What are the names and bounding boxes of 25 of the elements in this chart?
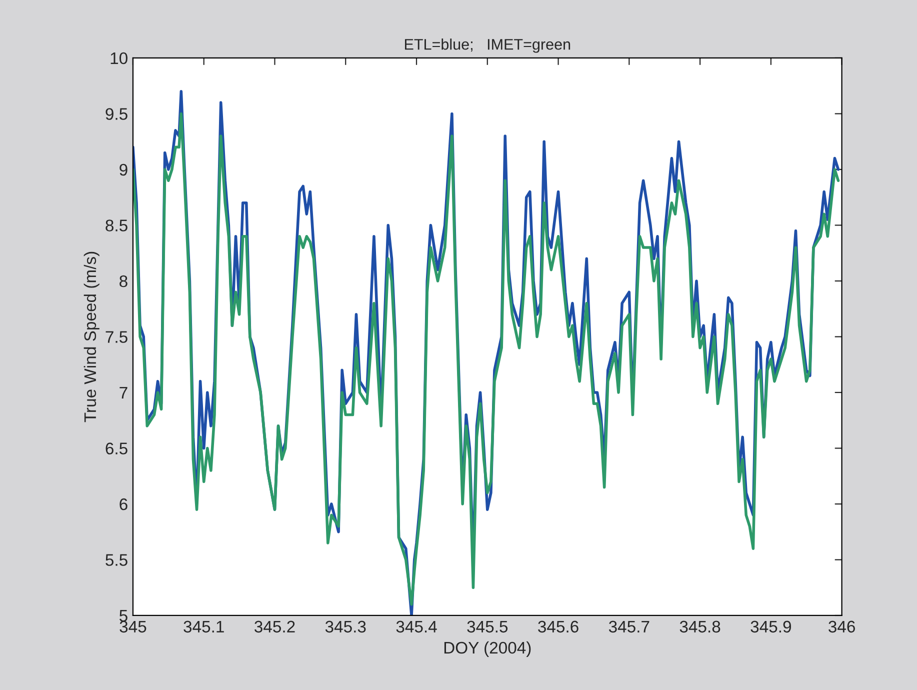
x-tick-label: 345.2 [254,620,295,633]
y-tick-label: 5 [120,610,128,622]
y-tick-label: 8 [120,275,128,288]
y-tick-label: 6 [120,498,128,510]
x-tick-label: 345.9 [750,620,791,633]
x-tick-label: 345.5 [467,620,508,633]
x-axis-title: DOY (2004) [444,641,531,657]
y-tick-label: 7.5 [106,331,128,343]
chart-title: ETL=blue; IMET=green [404,38,570,53]
y-tick-label: 9.5 [106,108,128,120]
y-tick-label: 10 [110,52,128,64]
y-tick-label: 8.5 [106,220,128,232]
y-axis-title: True Wind Speed (m/s) [84,252,100,422]
x-tick-label: 345.1 [184,620,224,633]
y-tick-label: 5.5 [106,554,128,566]
x-tick-label: 346 [828,620,855,633]
x-tick-label: 345.8 [680,620,720,633]
y-tick-label: 7 [120,387,128,399]
x-tick-label: 345.7 [608,620,650,633]
x-tick-label: 345.3 [325,620,366,633]
y-tick-label: 9 [120,164,128,176]
x-tick-label: 345 [120,620,146,633]
y-tick-label: 6.5 [106,442,128,454]
x-tick-label: 345.4 [396,620,437,633]
x-tick-label: 345.6 [538,620,578,633]
